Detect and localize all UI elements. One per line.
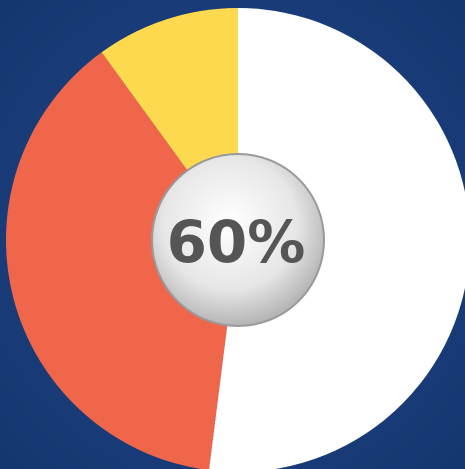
center-label: 60%	[167, 208, 306, 276]
center-hub	[151, 153, 325, 327]
